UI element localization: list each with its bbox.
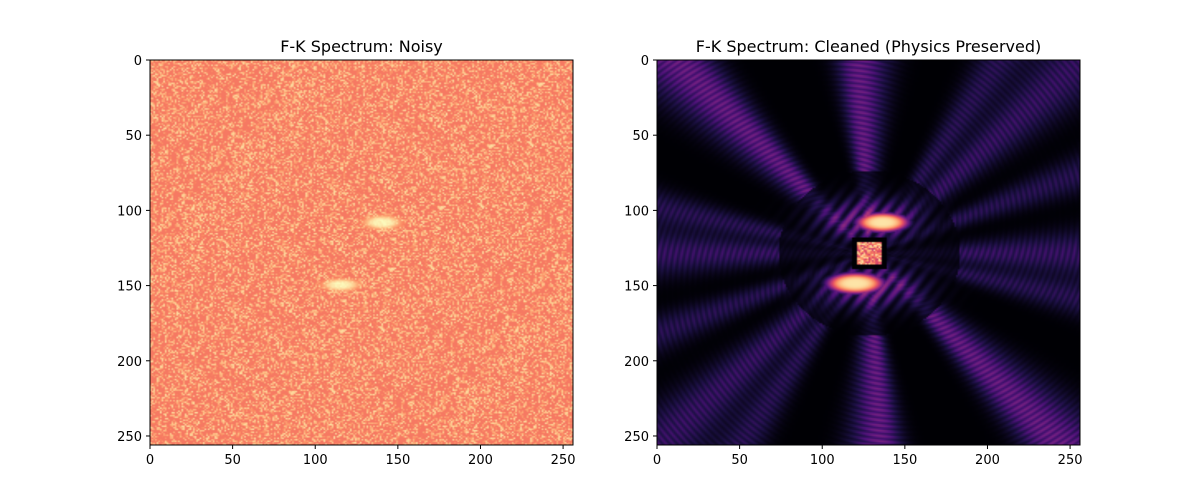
axes-frame-cleaned	[656, 59, 1081, 446]
x-tick-label: 0	[146, 453, 154, 468]
y-tick-label: 0	[134, 54, 142, 69]
x-tick-label: 150	[892, 453, 917, 468]
y-tick-label: 150	[117, 280, 142, 295]
y-tick-label: 200	[624, 355, 649, 370]
x-tick-label: 50	[224, 453, 241, 468]
y-tick-label: 250	[624, 430, 649, 445]
panel-cleaned: F-K Spectrum: Cleaned (Physics Preserved…	[624, 37, 1082, 468]
x-tick-label: 250	[551, 453, 576, 468]
y-tick-label: 50	[632, 129, 649, 144]
y-tick-label: 200	[117, 355, 142, 370]
y-tick-label: 250	[117, 430, 142, 445]
panel-noisy: F-K Spectrum: Noisy 0 50 100 150 200 250 0 50 10…	[117, 37, 575, 468]
y-tick-label: 100	[624, 204, 649, 219]
x-tick-label: 250	[1058, 453, 1083, 468]
x-tick-label: 150	[385, 453, 410, 468]
heatmap-image-cleaned	[657, 60, 1080, 445]
axes-frame-noisy	[149, 59, 574, 446]
x-tick-label: 50	[731, 453, 748, 468]
axis-ticks-noisy: 0 50 100 150 200 250 0 50 100 150 200 250	[117, 54, 575, 468]
y-tick-label: 100	[117, 204, 142, 219]
x-tick-label: 100	[303, 453, 328, 468]
chart-title-cleaned: F-K Spectrum: Cleaned (Physics Preserved…	[696, 37, 1041, 56]
x-tick-label: 0	[653, 453, 661, 468]
axis-ticks-cleaned: 0 50 100 150 200 250 0 50 100 150 200 250	[624, 54, 1082, 468]
y-tick-label: 50	[125, 129, 142, 144]
chart-title-noisy: F-K Spectrum: Noisy	[280, 37, 443, 56]
heatmap-image-noisy	[150, 60, 573, 445]
y-tick-label: 0	[641, 54, 649, 69]
x-tick-label: 200	[468, 453, 493, 468]
x-tick-label: 100	[810, 453, 835, 468]
y-tick-label: 150	[624, 280, 649, 295]
x-tick-label: 200	[975, 453, 1000, 468]
